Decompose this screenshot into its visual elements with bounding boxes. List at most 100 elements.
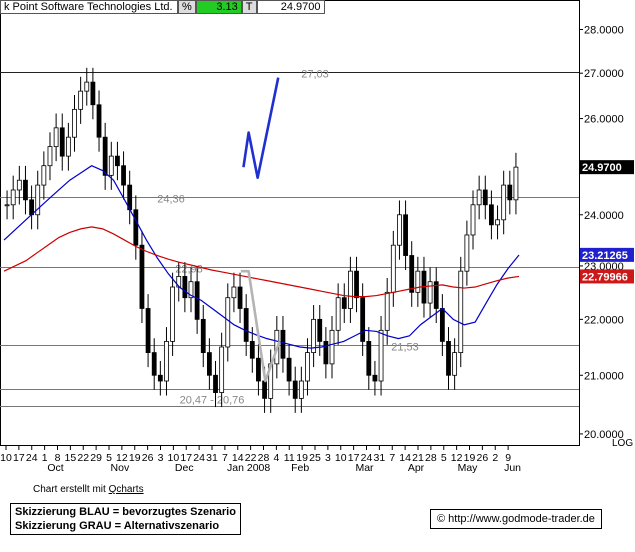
website-link[interactable]: http://www.godmode-trader.de bbox=[448, 513, 595, 525]
candle-body bbox=[464, 234, 470, 272]
candle-body bbox=[121, 165, 126, 186]
scenario-legend: Skizzierung BLAU = bevorzugtes Szenario … bbox=[10, 503, 241, 535]
candle-body bbox=[341, 297, 347, 309]
candle-body bbox=[513, 166, 519, 201]
ticker-tick-symbol: T bbox=[241, 0, 257, 14]
candle-body bbox=[458, 270, 464, 353]
x-month-label: May bbox=[458, 462, 479, 474]
candle-body bbox=[403, 214, 408, 256]
y-tick-label: 20.0000 bbox=[584, 429, 624, 441]
x-month-label: Nov bbox=[111, 462, 130, 474]
candle-body bbox=[90, 81, 96, 106]
candle-body bbox=[188, 281, 194, 299]
credit-link[interactable]: Qcharts bbox=[108, 484, 144, 495]
candle-body bbox=[446, 341, 451, 376]
level-label: 27,03 bbox=[301, 69, 329, 81]
x-month-label: Apr bbox=[408, 462, 425, 474]
ma-red-tag-bg bbox=[580, 269, 634, 284]
x-day-label: 8 bbox=[55, 452, 61, 464]
last-price-tag-bg bbox=[580, 160, 634, 175]
ma-red-line bbox=[3, 226, 520, 298]
x-day-label: 10 bbox=[168, 452, 180, 464]
candle-body bbox=[164, 341, 169, 382]
candle-body bbox=[72, 108, 77, 138]
legend-gray: Skizzierung GRAU = Alternativszenario bbox=[15, 520, 220, 532]
x-day-label: 22 bbox=[77, 452, 89, 464]
x-month-label: Oct bbox=[47, 462, 63, 474]
candle-body bbox=[347, 270, 353, 309]
candle-body bbox=[157, 374, 163, 382]
ticker-header: k Point Software Technologies Ltd. % 3.1… bbox=[0, 0, 325, 14]
candle-body bbox=[78, 90, 84, 110]
candle-body bbox=[286, 357, 292, 382]
x-day-label: 29 bbox=[90, 452, 102, 464]
candle-body bbox=[23, 179, 28, 201]
candle-body bbox=[476, 189, 482, 206]
candle-body bbox=[53, 127, 59, 148]
candle-body bbox=[84, 81, 90, 92]
candle-body bbox=[311, 318, 317, 353]
ma-blue-tag: 23.21265 bbox=[582, 250, 628, 262]
candle-body bbox=[225, 297, 231, 348]
x-day-label: 19 bbox=[464, 452, 476, 464]
x-day-label: 3 bbox=[158, 452, 164, 464]
website-box[interactable]: © http://www.godmode-trader.de bbox=[430, 509, 602, 529]
candle-body bbox=[170, 286, 176, 342]
candle-body bbox=[243, 308, 249, 342]
candle-body bbox=[219, 346, 225, 393]
y-tick-label: 26.0000 bbox=[584, 114, 624, 126]
x-day-label: 19 bbox=[296, 452, 308, 464]
candle-body bbox=[397, 214, 402, 246]
ma-blue-line bbox=[3, 165, 520, 349]
legend-blue: Skizzierung BLAU = bevorzugtes Szenario bbox=[15, 506, 236, 518]
level-label: 20,47 - 20,76 bbox=[180, 395, 245, 407]
x-day-label: 31 bbox=[206, 452, 218, 464]
candle-body bbox=[439, 308, 445, 342]
candle-body bbox=[323, 341, 329, 365]
candle-body bbox=[470, 204, 476, 236]
candle-body bbox=[200, 318, 206, 353]
ticker-pct-symbol: % bbox=[178, 0, 196, 14]
x-day-label: 15 bbox=[65, 452, 77, 464]
candle-body bbox=[390, 244, 396, 293]
candle-body bbox=[317, 318, 323, 342]
x-day-label: 25 bbox=[309, 452, 321, 464]
candle-body bbox=[47, 146, 53, 167]
y-tick-label: 28.0000 bbox=[584, 24, 624, 36]
candle-body bbox=[298, 380, 304, 399]
candle-body bbox=[292, 380, 298, 399]
candle-body bbox=[378, 329, 384, 382]
x-day-label: 2 bbox=[492, 452, 498, 464]
ticker-change: 3.13 bbox=[195, 0, 242, 14]
copyright-icon: © bbox=[437, 513, 446, 525]
candle-body bbox=[335, 297, 341, 331]
y-tick-label: 21.0000 bbox=[584, 370, 624, 382]
x-day-label: 28 bbox=[425, 452, 437, 464]
candle-body bbox=[35, 184, 41, 216]
candle-body bbox=[489, 204, 494, 226]
candle-body bbox=[182, 276, 188, 299]
y-tick-label: 22.0000 bbox=[584, 314, 624, 326]
candle-body bbox=[384, 291, 390, 331]
x-day-label: 24 bbox=[26, 452, 38, 464]
candle-body bbox=[409, 255, 415, 293]
x-day-label: 4 bbox=[273, 452, 279, 464]
chart-credit: Chart erstellt mit Qcharts bbox=[33, 484, 144, 495]
candle-body bbox=[507, 184, 513, 201]
candle-body bbox=[360, 297, 366, 342]
x-day-label: 28 bbox=[258, 452, 270, 464]
x-day-label: 19 bbox=[129, 452, 141, 464]
credit-prefix: Chart erstellt mit bbox=[33, 484, 109, 495]
candle-body bbox=[231, 286, 237, 299]
x-day-label: 7 bbox=[389, 452, 395, 464]
candle-body bbox=[366, 341, 372, 376]
candle-body bbox=[115, 155, 120, 167]
x-day-label: 7 bbox=[222, 452, 228, 464]
ticker-last: 24.9700 bbox=[256, 0, 325, 14]
x-day-label: 3 bbox=[325, 452, 331, 464]
x-month-label: Dec bbox=[175, 462, 194, 474]
x-day-label: 9 bbox=[505, 452, 511, 464]
scenario-blue-line bbox=[242, 77, 280, 180]
x-day-label: 10 bbox=[0, 452, 12, 464]
candle-body bbox=[194, 281, 200, 320]
